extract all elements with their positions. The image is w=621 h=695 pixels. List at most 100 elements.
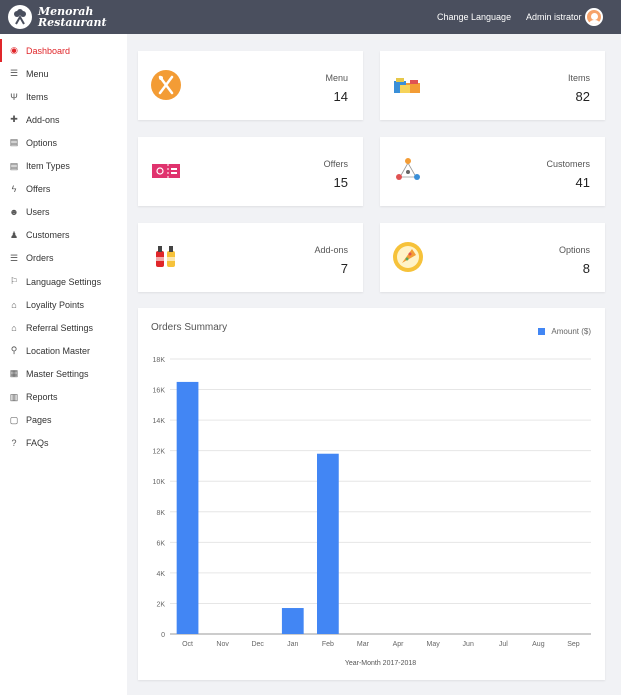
sidebar-item-referral-settings[interactable]: ⌂ Referral Settings [0, 316, 127, 339]
sidebar-item-item-types[interactable]: ▤ Item Types [0, 155, 127, 178]
brand-line-1: Menorah [38, 5, 94, 18]
x-tick-label: Mar [357, 641, 370, 648]
options-icon: ▤ [9, 137, 19, 148]
x-tick-label: May [427, 641, 441, 648]
stat-card-addons[interactable]: Add-ons 7 [138, 223, 363, 292]
stat-value: 15 [333, 175, 348, 190]
legend-label: Amount ($) [551, 327, 591, 336]
items-icon: Ψ [10, 91, 18, 102]
bar-chart-icon: ▥ [9, 391, 19, 402]
sidebar-item-reports[interactable]: ▥ Reports [0, 386, 127, 409]
bar-feb[interactable] [316, 453, 339, 634]
sidebar-item-label: Referral Settings [26, 322, 94, 333]
sidebar-item-label: Orders [26, 253, 54, 264]
stat-card-menu[interactable]: Menu 14 [138, 51, 363, 120]
y-tick-label: 4K [156, 571, 165, 578]
dashboard-icon: ◉ [10, 45, 18, 55]
x-tick-label: Jun [463, 641, 474, 648]
orders-bar-chart: 0 2K 4K 6K 8K 10K 12K 14K 16K 18K Oct Nov Dec Jan Feb M… [153, 357, 591, 667]
sidebar-item-offers[interactable]: ϟ Offers [0, 178, 127, 201]
y-tick-label: 6K [156, 540, 165, 547]
offers-ticket-icon [150, 155, 182, 187]
stat-card-customers[interactable]: Customers 41 [380, 137, 605, 206]
brand[interactable]: Menorah Restaurant [8, 4, 128, 30]
sidebar-item-label: Menu [26, 68, 49, 79]
stat-card-options[interactable]: Options 8 [380, 223, 605, 292]
orders-icon: ☰ [9, 252, 19, 263]
sidebar-item-customers[interactable]: ♟ Customers [0, 224, 127, 247]
y-tick-label: 12K [153, 449, 166, 456]
bar-oct[interactable] [176, 381, 199, 634]
x-tick-label: Feb [322, 641, 334, 648]
chart-legend[interactable]: Amount ($) [538, 327, 591, 336]
sidebar-item-label: Users [26, 207, 50, 218]
x-tick-label: Nov [216, 641, 229, 648]
top-header: Menorah Restaurant Change Language Admin… [0, 0, 621, 34]
y-tick-label: 14K [153, 418, 166, 425]
item-types-icon: ▤ [9, 160, 19, 171]
sidebar-item-language-settings[interactable]: ⚐ Language Settings [0, 270, 127, 293]
sidebar-item-options[interactable]: ▤ Options [0, 131, 127, 154]
stat-label: Items [567, 73, 590, 83]
sidebar: ◉ Dashboard ☰ Menu Ψ Items ✚ Add-ons ▤ Options ▤ It… [0, 34, 127, 695]
addons-sauce-icon [150, 241, 182, 273]
legend-swatch [538, 328, 546, 335]
stat-value: 14 [333, 89, 348, 104]
stat-label: Offers [323, 159, 348, 169]
master-settings-icon: ▦ [9, 368, 19, 379]
sidebar-item-label: Offers [26, 184, 51, 195]
stat-value: 41 [575, 175, 590, 190]
sidebar-item-label: Reports [26, 392, 58, 402]
items-food-icon [392, 69, 424, 101]
stat-label: Customers [546, 159, 590, 169]
y-tick-label: 18K [153, 357, 166, 364]
sidebar-item-users[interactable]: ☻ Users [0, 201, 127, 224]
sidebar-item-location-master[interactable]: ⚲ Location Master [0, 339, 127, 362]
stat-card-offers[interactable]: Offers 15 [138, 137, 363, 206]
menu-icon: ☰ [9, 68, 19, 79]
sidebar-item-menu[interactable]: ☰ Menu [0, 62, 127, 85]
users-icon: ☻ [9, 207, 19, 218]
change-language-link[interactable]: Change Language [437, 12, 512, 22]
sidebar-item-label: Master Settings [26, 368, 89, 379]
stat-value: 8 [582, 261, 590, 276]
sidebar-item-items[interactable]: Ψ Items [0, 85, 127, 108]
y-tick-label: 8K [156, 510, 165, 517]
sidebar-item-pages[interactable]: ▢ Pages [0, 409, 127, 432]
page-icon: ▢ [9, 414, 19, 425]
sidebar-item-label: Location Master [26, 345, 91, 356]
y-tick-label: 0 [161, 632, 165, 639]
brand-name: Menorah Restaurant [38, 6, 107, 28]
sidebar-item-faqs[interactable]: ? FAQs [0, 432, 127, 455]
x-tick-label: Jul [499, 641, 508, 648]
user-menu[interactable]: Admin istrator [526, 12, 582, 22]
sidebar-item-loyality-points[interactable]: ⌂ Loyality Points [0, 293, 127, 316]
y-tick-label: 16K [153, 388, 166, 395]
sidebar-item-label: Options [26, 137, 58, 148]
sidebar-item-add-ons[interactable]: ✚ Add-ons [0, 108, 127, 131]
sidebar-item-label: Language Settings [26, 276, 102, 287]
plus-icon: ✚ [10, 114, 18, 125]
bolt-icon: ϟ [11, 184, 17, 195]
orders-summary-card: Orders Summary Amount ($) 0 2K 4K 6K 8K 10K 12… [138, 308, 605, 680]
sidebar-item-label: FAQs [26, 438, 49, 449]
location-pin-icon: ⚲ [10, 345, 18, 356]
stat-card-items[interactable]: Items 82 [380, 51, 605, 120]
stat-label: Options [558, 245, 590, 255]
x-axis-label: Year-Month 2017-2018 [345, 660, 416, 667]
avatar[interactable] [585, 8, 603, 26]
sidebar-item-label: Loyality Points [26, 299, 85, 310]
sidebar-item-dashboard[interactable]: ◉ Dashboard [0, 39, 127, 62]
brand-line-2: Restaurant [38, 16, 107, 29]
x-tick-label: Dec [251, 641, 264, 648]
sidebar-item-orders[interactable]: ☰ Orders [0, 247, 127, 270]
stat-label: Menu [325, 73, 348, 83]
sidebar-item-master-settings[interactable]: ▦ Master Settings [0, 362, 127, 385]
bar-jan[interactable] [281, 608, 304, 634]
language-icon: ⚐ [9, 276, 19, 286]
y-tick-label: 10K [153, 479, 166, 486]
x-tick-label: Oct [182, 641, 193, 648]
x-tick-label: Sep [567, 641, 580, 648]
stat-label: Add-ons [314, 245, 348, 255]
y-tick-label: 2K [156, 601, 165, 608]
